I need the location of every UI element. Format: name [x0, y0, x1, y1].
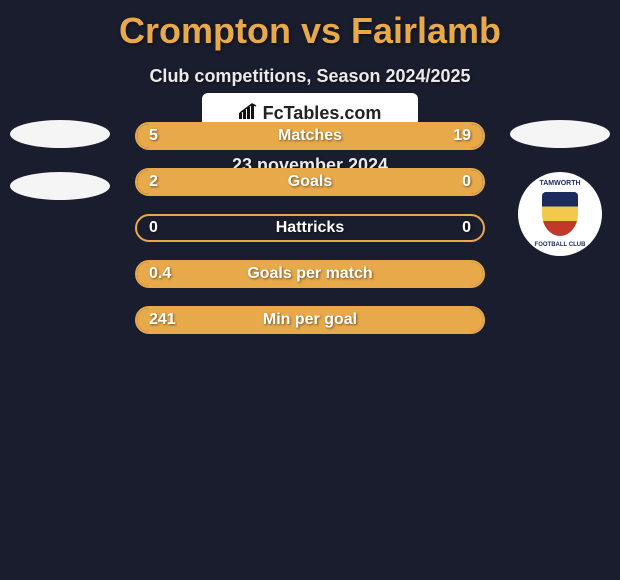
- left-logo-oval-1: [10, 120, 110, 148]
- stat-label: Matches: [137, 127, 483, 145]
- stats-container: 5Matches192Goals00Hattricks00.4Goals per…: [135, 122, 485, 352]
- stat-value-right: 19: [453, 127, 471, 145]
- stat-label: Min per goal: [137, 311, 483, 329]
- stat-row: 2Goals0: [135, 168, 485, 196]
- left-team-logos: [10, 120, 110, 224]
- stat-row: 241Min per goal: [135, 306, 485, 334]
- left-logo-oval-2: [10, 172, 110, 200]
- right-logo-oval: [510, 120, 610, 148]
- page-title: Crompton vs Fairlamb: [0, 0, 620, 52]
- stat-label: Goals: [137, 173, 483, 191]
- right-team-logos: TAMWORTH FOOTBALL CLUB: [510, 120, 610, 256]
- stat-row: 0Hattricks0: [135, 214, 485, 242]
- shield-icon: [542, 192, 578, 236]
- right-team-badge: TAMWORTH FOOTBALL CLUB: [518, 172, 602, 256]
- stat-row: 0.4Goals per match: [135, 260, 485, 288]
- badge-text-top: TAMWORTH: [518, 180, 602, 187]
- badge-text-bottom: FOOTBALL CLUB: [518, 242, 602, 248]
- subtitle: Club competitions, Season 2024/2025: [0, 66, 620, 87]
- stat-label: Hattricks: [137, 219, 483, 237]
- stat-value-right: 0: [462, 173, 471, 191]
- footer-brand-text: FcTables.com: [263, 103, 382, 124]
- stat-row: 5Matches19: [135, 122, 485, 150]
- chart-icon: [239, 103, 259, 124]
- stat-value-right: 0: [462, 219, 471, 237]
- stat-label: Goals per match: [137, 265, 483, 283]
